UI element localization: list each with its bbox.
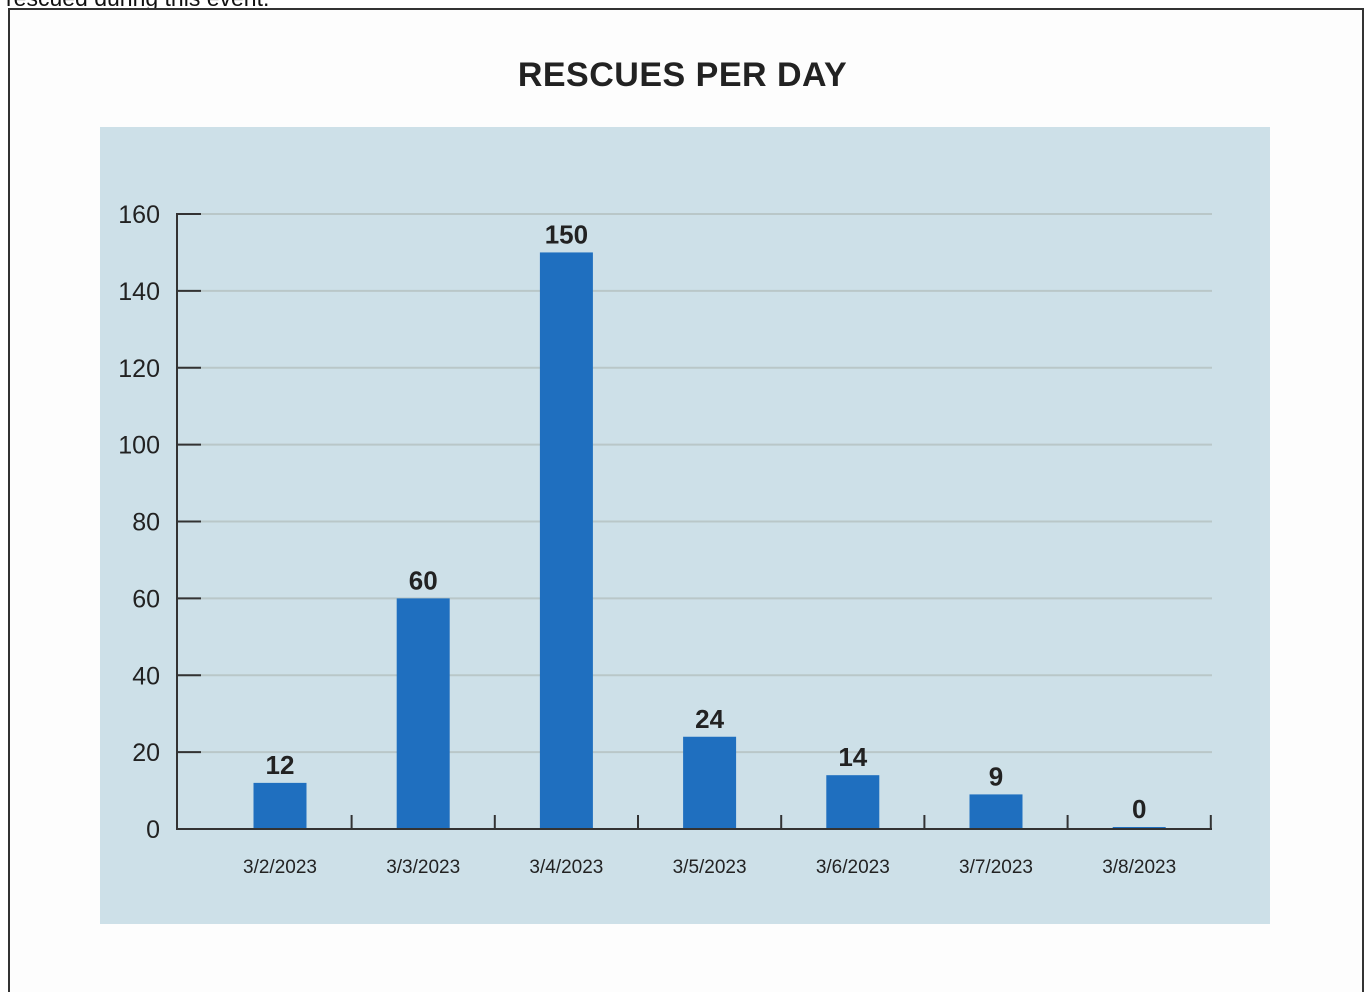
y-tick-label: 0 — [146, 816, 160, 844]
bar — [539, 252, 593, 829]
bars — [253, 252, 1166, 829]
bar — [969, 794, 1023, 829]
x-tick-label: 3/4/2023 — [529, 857, 603, 878]
bar — [396, 598, 450, 829]
y-tick-label: 120 — [118, 355, 160, 383]
x-tick-label: 3/7/2023 — [959, 857, 1033, 878]
y-tick-label: 40 — [132, 662, 160, 690]
grid-lines — [177, 213, 1212, 754]
intro-text: rescued during this event. — [6, 0, 269, 10]
data-label: 12 — [266, 750, 295, 780]
x-tick-label: 3/8/2023 — [1102, 857, 1176, 878]
y-tick-label: 160 — [118, 201, 160, 229]
y-tick-label: 140 — [118, 278, 160, 306]
x-tick-label: 3/2/2023 — [243, 857, 317, 878]
data-label: 24 — [695, 704, 724, 734]
data-label: 0 — [1132, 794, 1146, 824]
bar — [683, 736, 737, 829]
x-tick-label: 3/6/2023 — [816, 857, 890, 878]
y-tick-label: 20 — [132, 739, 160, 767]
axes — [176, 213, 1212, 830]
x-tick-label: 3/5/2023 — [673, 857, 747, 878]
bar — [253, 782, 307, 829]
chart-title: RESCUES PER DAY — [517, 56, 848, 94]
data-label: 14 — [838, 742, 867, 772]
x-tick-label: 3/3/2023 — [386, 857, 460, 878]
data-label: 150 — [545, 219, 588, 249]
y-tick-label: 100 — [118, 432, 160, 460]
y-tick-label: 80 — [132, 509, 160, 537]
data-label: 60 — [409, 565, 438, 595]
bar — [826, 775, 880, 829]
data-label: 9 — [989, 761, 1003, 791]
y-tick-label: 60 — [132, 585, 160, 613]
labels: 020406080100120140160123/2/2023603/3/202… — [118, 201, 1176, 878]
